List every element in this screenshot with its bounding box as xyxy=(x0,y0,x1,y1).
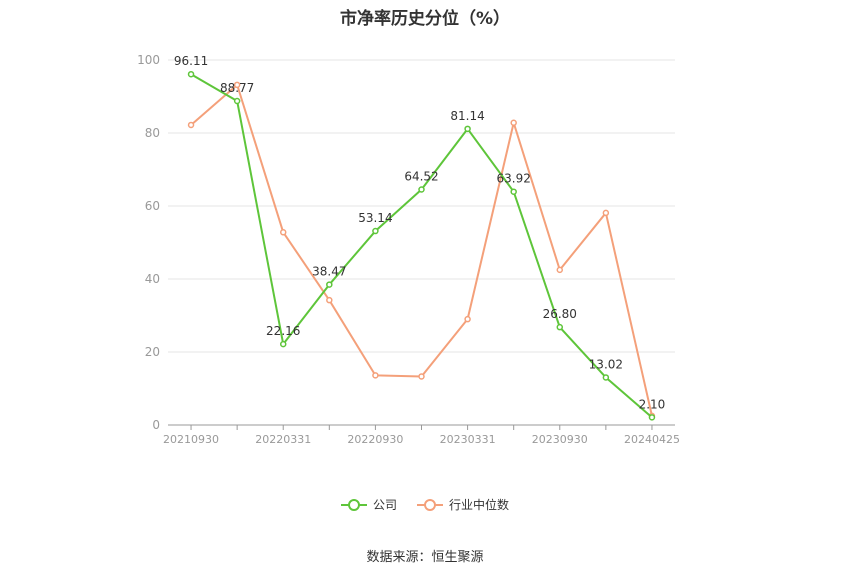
data-point-industry-median xyxy=(602,209,610,217)
data-source-note: 数据来源：恒生聚源 xyxy=(366,550,484,565)
data-point-company xyxy=(233,97,241,105)
chart-title: 市净率历史分位（%） xyxy=(339,9,511,29)
y-tick-label: 80 xyxy=(145,126,160,140)
data-point-company xyxy=(556,323,564,331)
legend-label-industry-median: 行业中位数 xyxy=(449,498,510,512)
data-point-industry-median xyxy=(372,372,379,379)
data-point-industry-median xyxy=(279,229,287,236)
x-tick-label: 20230331 xyxy=(440,433,496,446)
data-point-company xyxy=(326,281,333,288)
data-label: 53.14 xyxy=(358,211,392,225)
legend-swatch-industry-median xyxy=(417,498,443,512)
data-label: 63.92 xyxy=(497,172,531,186)
data-label: 22.16 xyxy=(266,324,300,338)
data-point-company xyxy=(279,340,287,348)
legend-swatch-company xyxy=(340,498,367,512)
y-tick-label: 40 xyxy=(145,272,160,286)
data-point-company xyxy=(418,186,425,193)
data-point-industry-median xyxy=(418,373,425,380)
y-tick-label: 60 xyxy=(145,199,160,213)
data-point-company xyxy=(510,188,517,195)
x-tick-label: 20220930 xyxy=(347,433,403,446)
data-point-industry-median xyxy=(233,81,241,89)
legend-item-industry-median[interactable]: 行业中位数 xyxy=(417,496,509,513)
legend-label-company: 公司 xyxy=(372,498,397,512)
data-point-industry-median xyxy=(556,266,564,274)
data-label: 88.77 xyxy=(220,81,254,95)
series-line-industry-median xyxy=(190,83,653,417)
y-tick-label: 20 xyxy=(145,345,160,359)
data-label: 13.02 xyxy=(589,357,623,371)
y-tick-label: 100 xyxy=(137,53,160,67)
data-point-company xyxy=(187,70,195,78)
data-point-industry-median xyxy=(326,296,333,304)
series-line-company xyxy=(190,73,653,419)
data-point-company xyxy=(464,125,471,133)
data-label: 64.52 xyxy=(404,170,438,184)
data-label: 96.11 xyxy=(174,54,208,68)
legend-item-company[interactable]: 公司 xyxy=(340,496,397,513)
data-label: 2.10 xyxy=(639,397,666,411)
data-point-company xyxy=(648,414,656,421)
x-tick-label: 20210930 xyxy=(163,433,219,446)
data-point-company xyxy=(602,374,610,381)
data-point-industry-median xyxy=(464,315,471,323)
data-label: 81.14 xyxy=(450,109,484,123)
x-tick-label: 20230930 xyxy=(532,433,588,446)
data-label: 26.80 xyxy=(543,307,577,321)
x-tick-label: 20240425 xyxy=(624,433,680,446)
data-point-industry-median xyxy=(187,121,195,129)
legend: 公司 行业中位数 xyxy=(0,496,850,513)
data-point-company xyxy=(372,227,379,235)
data-label: 38.47 xyxy=(312,265,346,279)
y-tick-label: 0 xyxy=(152,418,160,432)
x-tick-label: 20220331 xyxy=(255,433,311,446)
data-point-industry-median xyxy=(510,119,517,127)
